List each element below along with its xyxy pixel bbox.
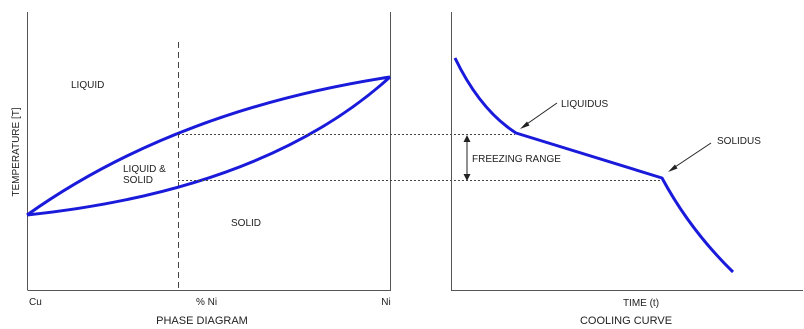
cooling-curve-caption: COOLING CURVE (580, 315, 672, 327)
region-liquid-solid-label-line1: LIQUID & (123, 164, 166, 175)
liquidus-pointer-arrowhead (520, 121, 530, 129)
solidus-pointer-line (671, 142, 712, 170)
x-label-cu: Cu (29, 297, 42, 308)
phase-diagram-panel: LIQUID LIQUID & SOLID SOLID TEMPERATURE … (11, 12, 392, 327)
liquidus-pointer-line (523, 102, 558, 127)
cooling-curve (453, 57, 735, 274)
x-label-percent-ni: % Ni (196, 297, 217, 308)
solidus-label: SOLIDUS (717, 136, 761, 147)
freezing-range-arrowhead-down (463, 174, 471, 181)
liquidus-label: LIQUIDUS (561, 99, 609, 110)
region-liquid-label: LIQUID (71, 80, 104, 91)
freezing-range-label: FREEZING RANGE (472, 154, 561, 165)
region-liquid-solid-label-line2: SOLID (123, 175, 153, 186)
region-solid-label: SOLID (231, 218, 261, 229)
phase-diagram-caption: PHASE DIAGRAM (156, 315, 248, 327)
freezing-range-arrowhead-up (463, 135, 471, 142)
x-label-ni: Ni (381, 297, 390, 308)
solidus-pointer-arrowhead (668, 164, 678, 172)
temperature-axis-label: TEMPERATURE [T] (11, 107, 22, 196)
time-axis-label: TIME (t) (623, 298, 659, 309)
solidus-curve (26, 75, 392, 217)
cooling-curve-panel: FREEZING RANGE LIQUIDUS SOLIDUS TIME (t)… (451, 12, 803, 327)
liquidus-curve (26, 75, 391, 217)
